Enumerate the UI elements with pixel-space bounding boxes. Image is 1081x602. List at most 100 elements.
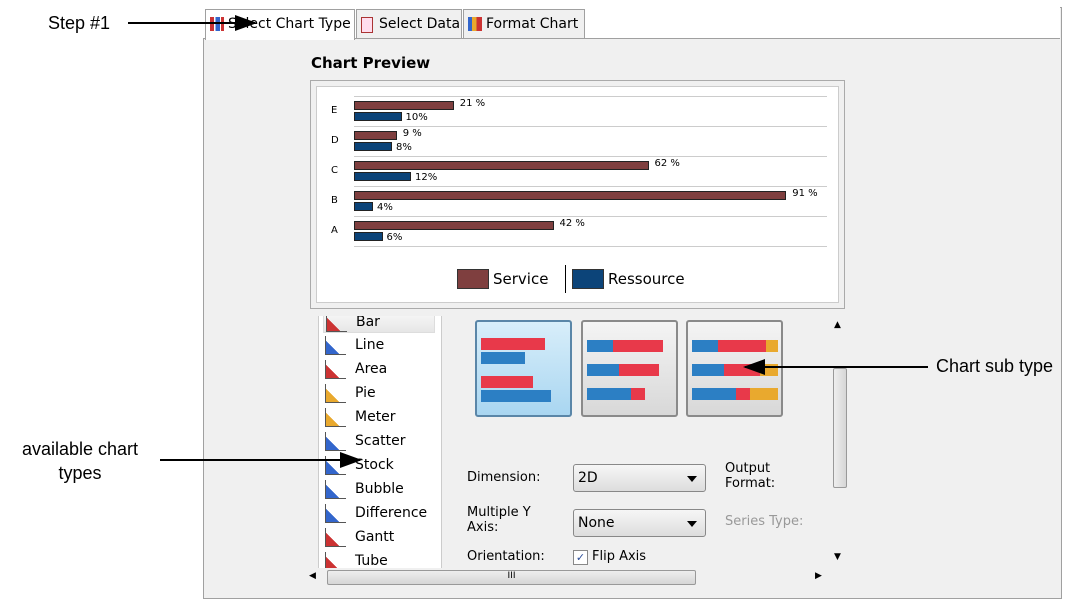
dimension-select[interactable]: 2D (573, 464, 706, 492)
output-format-label: Output Format: (725, 461, 776, 491)
bar-service (354, 101, 454, 110)
data-label: 42 % (559, 218, 585, 229)
tab-select-data[interactable]: Select Data (356, 9, 462, 38)
dimension-label: Dimension: (467, 470, 541, 485)
gridline (354, 96, 827, 97)
chart-type-gantt[interactable]: Gantt (323, 525, 435, 549)
line-chart-icon (325, 336, 346, 355)
data-sheet-icon (361, 17, 373, 33)
bar-ressource (354, 232, 383, 241)
legend-swatch-ressource (572, 269, 604, 289)
vertical-scrollbar[interactable]: ▲ ▼ (830, 318, 848, 566)
gridline (354, 186, 827, 187)
series-type-label: Series Type: (725, 514, 804, 529)
data-label: 62 % (654, 158, 680, 169)
legend-label-ressource: Ressource (608, 270, 685, 288)
tab-format-chart[interactable]: Format Chart (463, 9, 585, 38)
subtype-stacked[interactable] (581, 320, 678, 417)
data-label: 6% (386, 232, 403, 243)
bar-service (354, 161, 649, 170)
chart-type-scatter[interactable]: Scatter (323, 429, 435, 453)
data-label: 12% (415, 172, 438, 183)
vertical-scroll-thumb[interactable] (833, 368, 847, 488)
pie-chart-icon (325, 384, 346, 403)
annotation-arrow-icon (743, 359, 928, 375)
legend-divider (565, 265, 566, 293)
annotation-arrow-icon (128, 15, 257, 31)
bar-service (354, 191, 787, 200)
data-label: 91 % (792, 188, 818, 199)
data-label: 10% (405, 112, 428, 123)
subtype-side-by-side[interactable] (475, 320, 572, 417)
area-chart-icon (325, 360, 346, 379)
chart-type-bubble[interactable]: Bubble (323, 477, 435, 501)
category-label: E (331, 105, 338, 116)
data-label: 4% (377, 202, 393, 213)
flip-axis-checkbox[interactable]: ✓ (573, 550, 588, 565)
chart-type-area[interactable]: Area (323, 357, 435, 381)
chart-type-meter[interactable]: Meter (323, 405, 435, 429)
data-label: 9 % (402, 128, 422, 139)
chart-type-bar[interactable]: Bar (323, 316, 435, 333)
subtype-percent-stacked[interactable] (686, 320, 783, 417)
chart-type-label: Line (355, 337, 385, 353)
scatter-chart-icon (325, 432, 346, 451)
annotation-step-1: Step #1 (48, 13, 111, 33)
bar-service (354, 131, 397, 140)
chart-preview-frame: A 42 % 6% B 91 % 4% C 62 % 12% D 9 % 8% E 21 % 10% Ser… (310, 80, 845, 309)
gridline (354, 246, 827, 247)
scroll-left-icon[interactable]: ◀ (309, 571, 316, 581)
bar-ressource (354, 202, 373, 211)
orientation-label: Orientation: (467, 549, 545, 564)
gridline (354, 216, 827, 217)
category-label: A (331, 225, 338, 236)
horizontal-scrollbar[interactable]: III ◀ ▶ (305, 569, 828, 586)
chart-type-pie[interactable]: Pie (323, 381, 435, 405)
bar-service (354, 221, 554, 230)
horizontal-scroll-thumb[interactable]: III (327, 570, 696, 585)
chart-type-label: Pie (355, 385, 376, 401)
chart-type-label: Bubble (355, 481, 404, 497)
gridline (354, 126, 827, 127)
gridline (354, 156, 827, 157)
chart-type-line[interactable]: Line (323, 333, 435, 357)
bar-ressource (354, 142, 392, 151)
category-label: C (331, 165, 338, 176)
bar-chart-icon (210, 17, 224, 31)
chart-type-label: Area (355, 361, 388, 377)
chart-type-label: Stock (355, 457, 394, 473)
scroll-down-icon[interactable]: ▼ (834, 552, 841, 562)
category-label: D (331, 135, 339, 146)
legend-label-service: Service (493, 270, 549, 288)
data-label: 21 % (459, 98, 486, 109)
tab-select-chart-type[interactable]: Select Chart Type (205, 9, 355, 40)
scroll-right-icon[interactable]: ▶ (815, 571, 822, 581)
chart-type-label: Difference (355, 505, 428, 521)
multiple-y-axis-select[interactable]: None (573, 509, 706, 537)
chart-type-label: Scatter (355, 433, 406, 449)
category-label: B (331, 195, 338, 206)
flip-axis-label: Flip Axis (592, 549, 647, 564)
chart-type-label: Tube (355, 553, 388, 568)
bubble-chart-icon (325, 480, 346, 499)
annotation-available-chart-types: available chart types (21, 439, 139, 483)
chart-preview: A 42 % 6% B 91 % 4% C 62 % 12% D 9 % 8% E 21 % 10% Ser… (316, 86, 839, 303)
multiple-y-axis-label: Multiple Y Axis: (467, 505, 531, 535)
bar-chart-icon (326, 316, 347, 332)
legend-swatch-service (457, 269, 489, 289)
chart-type-tube[interactable]: Tube (323, 549, 435, 568)
chart-preview-title: Chart Preview (311, 54, 431, 72)
chart-type-difference[interactable]: Difference (323, 501, 435, 525)
difference-chart-icon (325, 504, 346, 523)
bar-ressource (354, 172, 411, 181)
scroll-up-icon[interactable]: ▲ (834, 320, 841, 330)
meter-chart-icon (325, 408, 346, 427)
annotation-arrow-icon (160, 452, 362, 468)
annotation-chart-sub-type: Chart sub type (936, 356, 1054, 376)
chart-type-label: Meter (355, 409, 396, 425)
chart-type-list: Bar Line Area Pie Meter Scatter Stock Bubble Dif… (318, 316, 442, 568)
tube-chart-icon (325, 552, 346, 568)
chart-type-label: Bar (356, 316, 380, 330)
gantt-chart-icon (325, 528, 346, 547)
chart-type-label: Gantt (355, 529, 395, 545)
